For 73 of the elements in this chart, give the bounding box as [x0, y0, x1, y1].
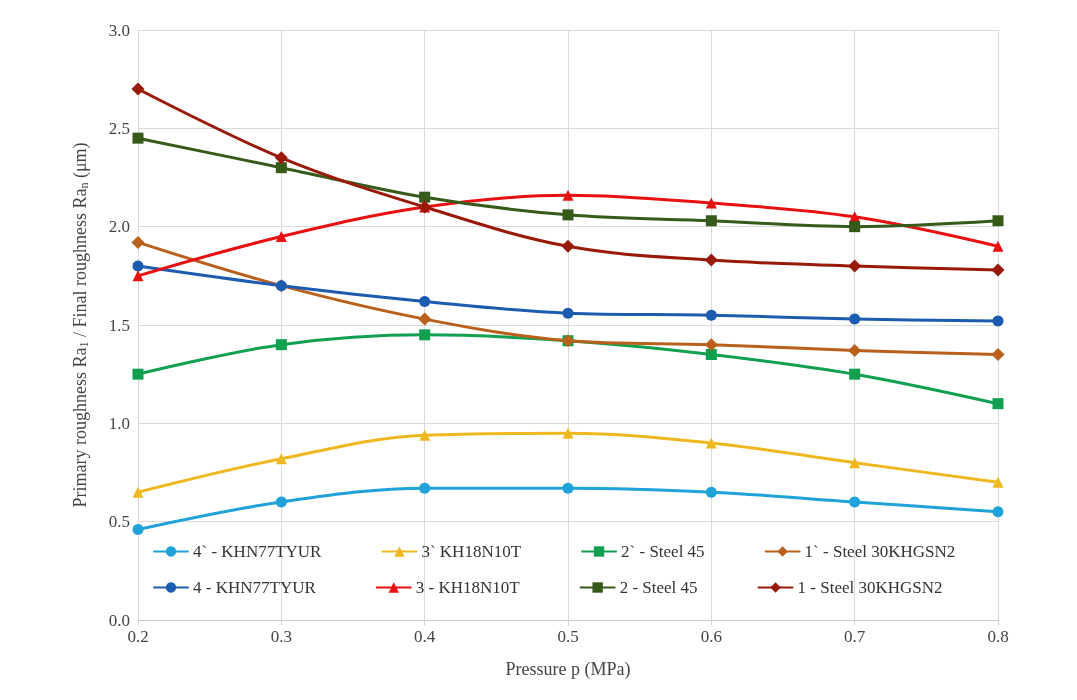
legend-label: 2 - Steel 45 [619, 578, 698, 597]
point [705, 486, 717, 498]
point [848, 344, 862, 358]
point [562, 427, 574, 439]
point [992, 506, 1004, 518]
point [562, 189, 574, 201]
point [419, 191, 431, 203]
point [132, 132, 144, 144]
point [562, 307, 574, 319]
point [419, 482, 431, 494]
point [562, 209, 574, 221]
point [418, 312, 432, 326]
y-axis-title: Primary roughness Ra1 / Final roughness Ran (μm) [70, 142, 91, 508]
point [705, 349, 717, 360]
point [849, 221, 861, 233]
x-tick-label: 0.7 [844, 627, 866, 646]
y-tick-label: 2.0 [108, 217, 130, 237]
y-tick-label: 2.5 [108, 118, 130, 138]
point [419, 329, 431, 341]
point [562, 482, 574, 494]
point [561, 239, 575, 253]
point [849, 313, 861, 325]
point [132, 270, 144, 282]
point [705, 437, 717, 449]
point [132, 260, 144, 272]
legend-label: 1 - Steel 30KHGSN2 [797, 578, 943, 597]
legend-label: 2` - Steel 45 [621, 542, 705, 561]
x-tick-label: 0.2 [127, 627, 149, 646]
point [419, 429, 431, 441]
x-tick-label: 0.6 [700, 627, 722, 646]
point [991, 348, 1005, 361]
point [132, 524, 144, 536]
point [992, 315, 1004, 327]
point [992, 240, 1004, 252]
point [992, 476, 1004, 488]
legend-label: 4 - KHN77TYUR [193, 578, 317, 597]
point [275, 453, 287, 465]
point [275, 231, 287, 242]
point [704, 338, 718, 352]
y-tick-label: 3.0 [108, 20, 130, 40]
point [419, 295, 431, 307]
point [132, 368, 144, 380]
point [275, 496, 287, 508]
point [705, 215, 717, 227]
legend-label: 3 - KH18N10T [415, 578, 521, 597]
x-tick-label: 0.4 [414, 627, 436, 646]
point [705, 309, 717, 321]
y-tick-label: 1.0 [108, 413, 130, 433]
point [849, 457, 861, 469]
y-tick-label: 1.5 [108, 315, 130, 335]
point [132, 486, 144, 498]
point [991, 263, 1005, 277]
legend-label: 3` KH18N10T [421, 542, 522, 561]
point [275, 162, 287, 174]
x-tick-label: 0.8 [987, 627, 1009, 646]
point [849, 496, 861, 508]
x-axis-title: Pressure p (MPa) [505, 659, 631, 680]
point [992, 215, 1004, 227]
legend-label: 1` - Steel 30KHGSN2 [804, 542, 956, 561]
legend-label: 4` - KHN77TYUR [193, 542, 323, 561]
point [992, 398, 1004, 410]
point [274, 151, 288, 165]
point [705, 197, 717, 209]
point [275, 339, 287, 351]
point [704, 253, 718, 267]
point [849, 368, 861, 380]
x-tick-label: 0.3 [270, 627, 292, 646]
y-tick-label: 0.5 [108, 512, 130, 532]
y-tick-label: 0.0 [108, 610, 130, 630]
point [131, 82, 145, 96]
x-tick-label: 0.5 [557, 627, 579, 646]
point [131, 235, 145, 249]
point [848, 259, 862, 273]
